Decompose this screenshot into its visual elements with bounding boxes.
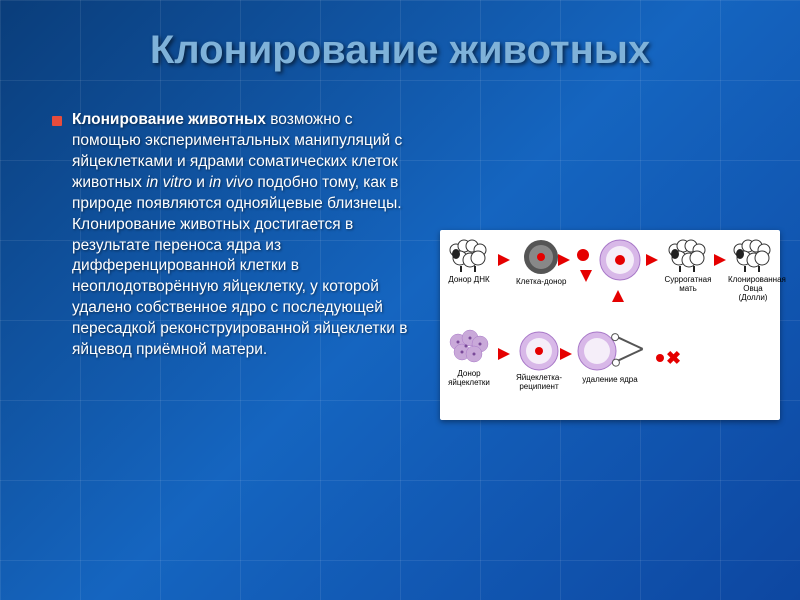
egg-recipient: Яйцеклетка-реципиент xyxy=(514,330,564,392)
cloned-sheep: Клонированная Овца (Долли) xyxy=(728,236,778,302)
pipette-icon xyxy=(617,336,643,350)
cross-icon: ✖ xyxy=(666,348,681,369)
reconstructed-cell xyxy=(598,238,642,284)
sheep-icon xyxy=(446,236,492,274)
donor-dna-label: Донор ДНК xyxy=(446,276,492,285)
arrow-icon xyxy=(558,254,570,266)
egg-donor-icon xyxy=(446,328,492,368)
nucleus-icon xyxy=(574,246,592,264)
text-seg-3: подобно тому, как в природе появляются о… xyxy=(72,174,407,358)
arrow-icon xyxy=(498,254,510,266)
sheep-icon xyxy=(665,236,711,274)
reconstructed-cell-icon xyxy=(598,238,642,282)
arrow-icon xyxy=(560,348,572,360)
arrow-icon xyxy=(580,270,592,282)
cloning-diagram: Донор ДНК Клетка-донор xyxy=(440,230,780,420)
egg-recipient-label: Яйцеклетка-реципиент xyxy=(514,374,564,392)
donor-dna-sheep: Донор ДНК xyxy=(446,236,492,285)
egg-donor: Донор яйцеклетки xyxy=(446,328,492,388)
nucleus xyxy=(574,246,592,266)
surrogate-label: Суррогатная мать xyxy=(662,276,714,294)
slide-title: Клонирование животных xyxy=(0,28,800,73)
body-paragraph: Клонирование животных возможно с помощью… xyxy=(72,110,412,361)
arrow-icon xyxy=(612,290,624,302)
arrow-icon xyxy=(714,254,726,266)
egg-recipient-icon xyxy=(518,330,560,372)
italic-1: in vitro xyxy=(146,174,192,191)
pipette-icon xyxy=(617,348,643,362)
egg-donor-label: Донор яйцеклетки xyxy=(446,370,492,388)
cloned-label: Клонированная Овца (Долли) xyxy=(728,276,778,302)
removed-nucleus xyxy=(654,352,666,366)
surrogate-sheep: Суррогатная мать xyxy=(662,236,714,294)
arrow-icon xyxy=(646,254,658,266)
nucleus-removal-label: удаление ядра xyxy=(580,376,640,385)
cell-donor-label: Клетка-донор xyxy=(516,278,566,287)
italic-2: in vivo xyxy=(209,174,253,191)
body-text-block: Клонирование животных возможно с помощью… xyxy=(52,110,412,361)
lead-bold: Клонирование животных xyxy=(72,111,266,128)
arrow-icon xyxy=(498,348,510,360)
sheep-icon xyxy=(730,236,776,274)
slide: Клонирование животных Клонирование живот… xyxy=(0,0,800,600)
bullet-icon xyxy=(52,116,62,126)
nucleus-icon xyxy=(654,352,666,364)
cell-donor-icon xyxy=(522,238,560,276)
text-seg-2: и xyxy=(192,174,209,191)
